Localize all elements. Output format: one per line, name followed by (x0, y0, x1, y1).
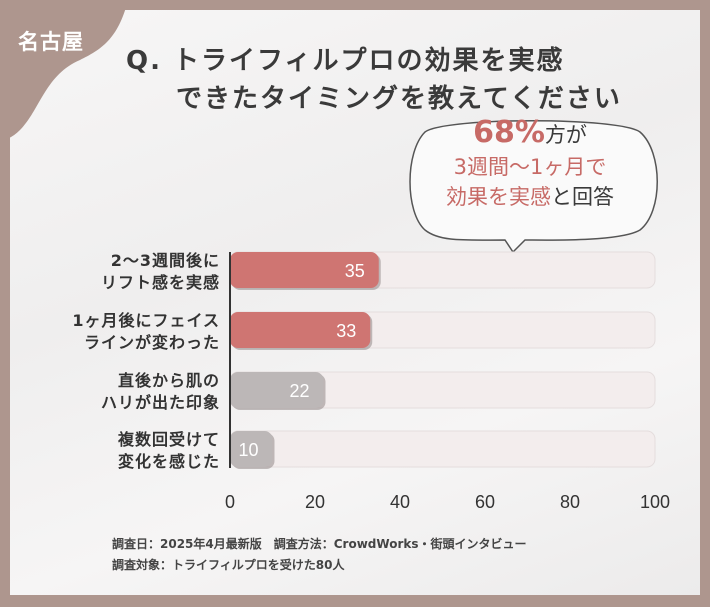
category-label: 1ヶ月後にフェイス (72, 311, 220, 330)
callout-highlight: 効果を実感 (446, 185, 551, 209)
bar-track (229, 430, 656, 468)
category-label: 複数回受けて (117, 430, 220, 449)
speech-bubble (409, 120, 658, 254)
x-tick-label: 60 (475, 492, 495, 512)
bar-value-label: 35 (345, 261, 365, 281)
category-label: リフト感を実感 (101, 273, 220, 292)
x-tick-label: 40 (390, 492, 410, 512)
bar-value-label: 22 (289, 381, 309, 401)
bar-value-label: 33 (336, 321, 356, 341)
bar (230, 252, 379, 288)
bar (230, 431, 273, 467)
callout-suffix: 方が (544, 123, 587, 147)
callout-text: 68%方が 3週間〜1ヶ月で 効果を実感と回答 (405, 118, 655, 212)
category-label: 変化を感じた (118, 452, 220, 471)
x-tick-label: 0 (225, 492, 235, 512)
page-title: Q. トライフィルプロの効果を実感 できたタイミングを教えてください (126, 42, 622, 118)
title-line2: できたタイミングを教えてください (176, 84, 622, 114)
footnote-line1: 調査日：2025年4月最新版 調査方法：CrowdWorks・街頭インタビュー (112, 537, 527, 551)
badge-shape (0, 0, 128, 142)
callout-percent: 68% (473, 115, 545, 150)
title-line1: Q. トライフィルプロの効果を実感 (126, 46, 565, 76)
category-label: ラインが変わった (84, 333, 220, 352)
callout-line2: 3週間〜1ヶ月で (453, 155, 607, 179)
category-label: ハリが出た印象 (101, 393, 220, 412)
bar (230, 312, 371, 348)
callout-line3-suffix: と回答 (551, 185, 614, 209)
bar (230, 372, 324, 408)
footnote-line2: 調査対象：トライフィルプロを受けた80人 (112, 558, 345, 572)
category-label: 2〜3週間後に (111, 251, 220, 270)
x-tick-label: 20 (305, 492, 325, 512)
city-badge: 名古屋 (18, 30, 84, 54)
x-tick-label: 80 (560, 492, 580, 512)
category-label: 直後から肌の (118, 371, 220, 390)
card (10, 10, 700, 595)
bar-value-label: 10 (238, 440, 258, 460)
x-tick-label: 100 (640, 492, 670, 512)
